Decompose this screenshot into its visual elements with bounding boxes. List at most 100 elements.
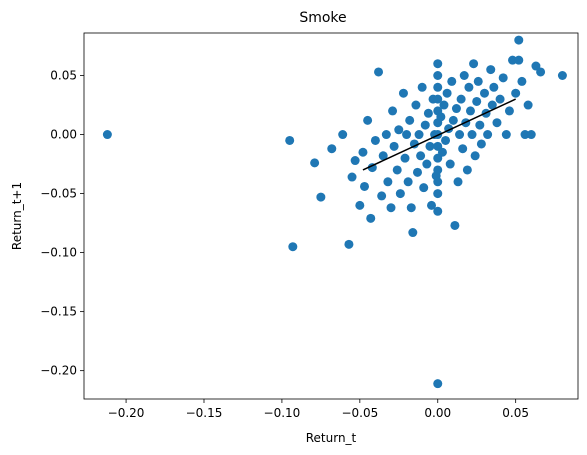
data-point-94 — [486, 65, 496, 75]
data-point-98 — [495, 94, 505, 104]
data-point-73 — [450, 220, 460, 230]
data-point-95 — [487, 100, 497, 110]
data-point-28 — [398, 88, 408, 98]
data-point-112 — [557, 71, 567, 80]
x-tick-label: 0.00 — [424, 406, 451, 420]
data-point-34 — [408, 228, 418, 238]
data-point-45 — [425, 141, 435, 151]
data-point-40 — [417, 82, 427, 92]
plot-frame — [83, 32, 579, 400]
data-point-11 — [358, 147, 368, 157]
data-point-13 — [363, 115, 373, 125]
data-point-24 — [389, 141, 399, 151]
data-point-87 — [472, 96, 482, 106]
data-point-38 — [414, 130, 424, 140]
data-point-43 — [422, 159, 432, 169]
data-point-26 — [394, 125, 404, 135]
data-point-3 — [310, 158, 320, 168]
data-point-100 — [501, 130, 511, 140]
data-point-109 — [526, 130, 536, 140]
data-point-78 — [458, 144, 468, 154]
y-axis-label: Return_t+1 — [10, 182, 24, 250]
data-point-30 — [402, 130, 412, 140]
x-tick-label: −0.05 — [341, 406, 378, 420]
data-point-10 — [355, 200, 365, 210]
regression-line — [362, 98, 516, 171]
data-point-66 — [439, 100, 449, 110]
data-point-75 — [453, 177, 463, 187]
points-layer — [102, 35, 567, 389]
data-point-8 — [347, 172, 357, 182]
data-point-63 — [433, 379, 443, 389]
data-point-25 — [392, 165, 402, 175]
data-point-68 — [442, 88, 452, 98]
data-point-0 — [102, 130, 112, 140]
data-point-83 — [465, 106, 475, 116]
data-point-99 — [498, 73, 508, 83]
data-point-102 — [508, 55, 518, 65]
data-point-61 — [433, 189, 443, 199]
fit-line-layer — [362, 98, 516, 171]
data-point-90 — [476, 139, 486, 149]
data-point-18 — [377, 191, 387, 201]
y-tick-label: −0.05 — [40, 187, 77, 201]
data-point-77 — [456, 94, 466, 104]
data-point-65 — [437, 147, 447, 157]
x-tick-label: −0.20 — [108, 406, 145, 420]
data-point-9 — [350, 156, 360, 166]
chart-title: Smoke — [299, 10, 346, 26]
data-point-97 — [492, 118, 502, 128]
data-point-89 — [475, 120, 485, 130]
data-point-32 — [405, 115, 415, 125]
data-point-52 — [433, 82, 443, 92]
data-point-72 — [448, 115, 458, 125]
data-point-16 — [370, 135, 380, 145]
data-point-60 — [433, 177, 443, 187]
data-point-33 — [406, 203, 416, 213]
data-point-85 — [469, 59, 479, 69]
y-tick-label: 0.00 — [50, 128, 77, 142]
data-point-81 — [462, 165, 472, 175]
data-point-17 — [374, 67, 384, 77]
data-point-106 — [517, 76, 527, 86]
data-point-31 — [403, 177, 413, 187]
data-point-27 — [395, 189, 405, 199]
data-point-39 — [416, 151, 426, 161]
data-point-88 — [473, 76, 483, 86]
data-point-51 — [433, 71, 443, 80]
data-point-36 — [411, 100, 421, 110]
x-axis-ticks: −0.20 −0.15 −0.10 −0.05 0.00 0.05 — [108, 399, 529, 420]
data-point-86 — [470, 151, 480, 161]
data-point-91 — [480, 88, 489, 98]
x-tick-label: −0.10 — [264, 406, 301, 420]
data-point-84 — [467, 130, 477, 140]
data-point-79 — [459, 71, 469, 80]
data-point-62 — [433, 206, 443, 216]
data-point-107 — [520, 130, 530, 140]
x-tick-label: −0.15 — [186, 406, 223, 420]
data-point-1 — [288, 242, 298, 252]
data-point-6 — [338, 130, 348, 140]
data-point-14 — [366, 213, 376, 223]
y-tick-label: 0.05 — [50, 69, 77, 83]
data-point-2 — [285, 135, 295, 145]
data-point-46 — [427, 200, 437, 210]
data-point-67 — [441, 135, 451, 145]
data-point-19 — [378, 151, 388, 161]
data-point-4 — [316, 192, 326, 202]
data-point-93 — [483, 130, 493, 140]
data-point-44 — [423, 108, 433, 118]
data-point-5 — [327, 144, 337, 154]
data-point-76 — [455, 130, 465, 140]
data-point-7 — [344, 239, 354, 249]
data-point-71 — [447, 76, 457, 86]
x-axis-label: Return_t — [306, 431, 357, 445]
data-point-70 — [445, 159, 455, 169]
data-point-64 — [436, 112, 446, 122]
y-tick-label: −0.10 — [40, 246, 77, 260]
data-point-41 — [419, 183, 429, 193]
y-tick-label: −0.20 — [40, 364, 77, 378]
y-axis-ticks: −0.20 −0.15 −0.10 −0.05 0.00 0.05 — [40, 69, 84, 378]
data-point-21 — [383, 177, 393, 187]
